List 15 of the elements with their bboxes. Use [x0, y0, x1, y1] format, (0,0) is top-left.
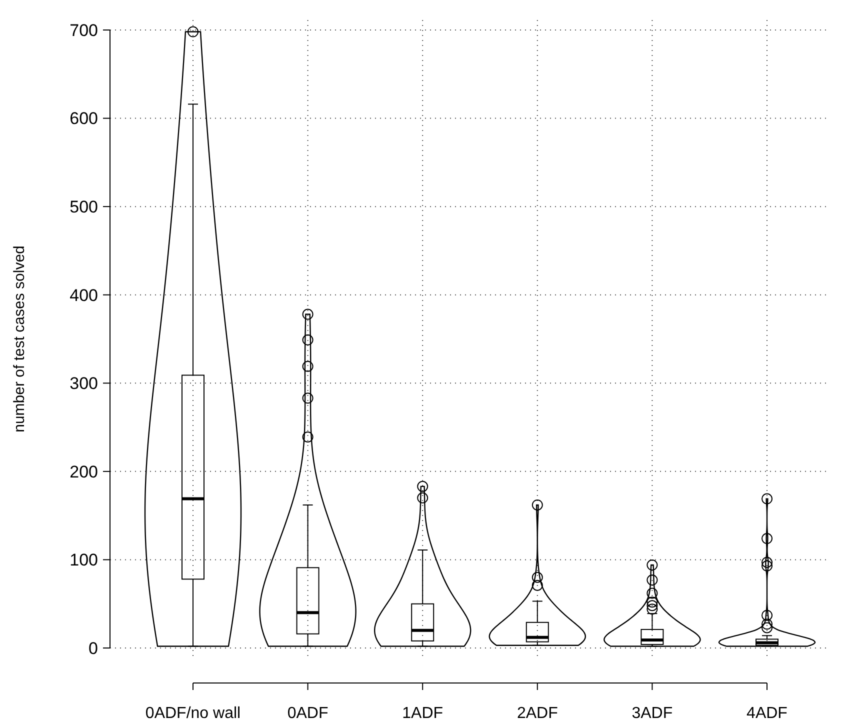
x-tick-label: 2ADF	[516, 705, 558, 722]
y-tick-label: 400	[70, 286, 98, 305]
x-tick-label: 0ADF	[287, 705, 328, 722]
y-tick-label: 100	[70, 550, 98, 570]
x-tick-label: 0ADF/no wall	[145, 705, 241, 722]
x-tick-label: 1ADF	[402, 705, 444, 722]
y-tick-label: 200	[70, 462, 98, 482]
y-tick-label: 600	[70, 109, 98, 128]
y-axis-title: number of test cases solved	[11, 246, 28, 432]
y-tick-label: 300	[70, 374, 98, 394]
x-tick-label: 3ADF	[632, 705, 673, 722]
y-tick-label: 700	[70, 20, 98, 40]
y-tick-label: 500	[70, 198, 98, 217]
y-tick-label: 0	[88, 638, 98, 658]
x-tick-label: 4ADF	[746, 705, 788, 722]
